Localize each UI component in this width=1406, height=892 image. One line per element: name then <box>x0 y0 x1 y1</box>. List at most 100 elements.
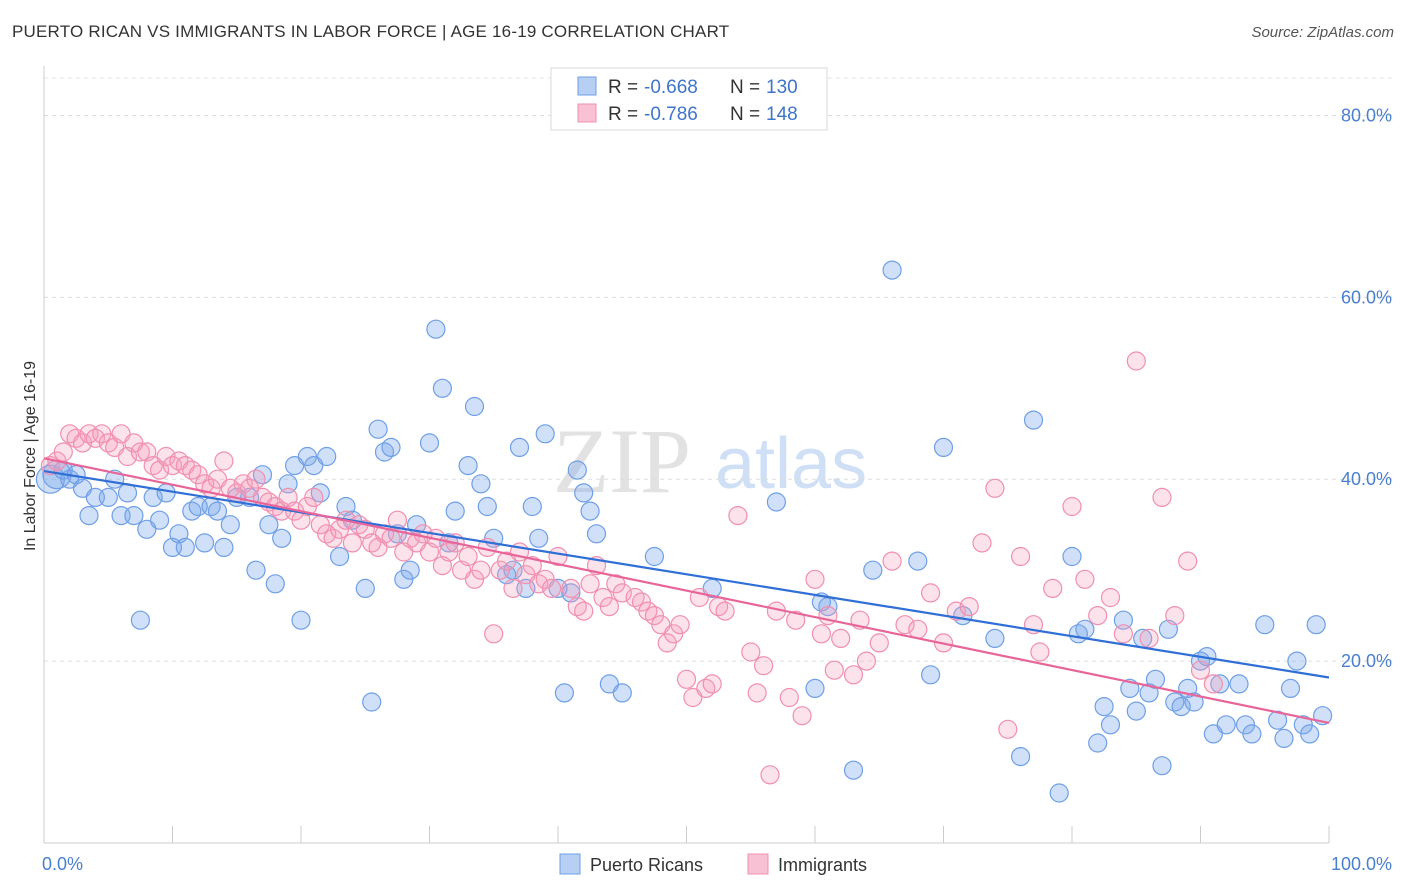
immigrant-point <box>484 624 504 644</box>
immigrant-point <box>843 665 864 685</box>
puerto-rican-point <box>272 528 292 548</box>
immigrant-point <box>1088 605 1108 626</box>
immigrant-point <box>998 719 1018 739</box>
immigrant-point <box>985 478 1005 498</box>
immigrant-point <box>1178 551 1198 571</box>
puerto-rican-point <box>175 537 195 558</box>
immigrant-point <box>715 601 735 621</box>
puerto-rican-point <box>259 515 279 535</box>
immigrant-point <box>246 469 266 489</box>
immigrant-point <box>920 583 941 603</box>
puerto-rican-point <box>426 319 446 339</box>
puerto-rican-point <box>882 260 902 280</box>
puerto-rican-point <box>1210 674 1230 694</box>
immigrant-point <box>753 656 774 676</box>
immigrant-point <box>214 451 234 471</box>
axes <box>43 66 1330 844</box>
y-tick-label-80: 80.0% <box>1341 105 1392 125</box>
puerto-rican-point <box>1113 610 1134 630</box>
puerto-rican-point <box>1267 710 1288 730</box>
immigrant-point <box>522 555 542 576</box>
puerto-rican-point <box>368 419 388 439</box>
immigrant-point <box>304 487 324 507</box>
watermark-atlas: atlas <box>715 424 867 504</box>
x-tick-label-100: 100.0% <box>1331 854 1392 874</box>
puerto-rican-point <box>908 551 928 571</box>
legend-n-value-2: 148 <box>766 104 798 125</box>
immigrant-point <box>1152 487 1172 507</box>
x-tick-labels: 0.0% 100.0% <box>42 854 1392 874</box>
puerto-rican-point <box>644 546 665 567</box>
puerto-rican-point <box>612 683 632 703</box>
immigrant-point <box>760 765 780 785</box>
puerto-rican-point <box>278 474 298 494</box>
puerto-rican-point <box>458 456 478 476</box>
puerto-rican-point <box>330 546 350 567</box>
immigrant-point <box>856 651 877 671</box>
immigrants-points <box>40 351 1224 785</box>
puerto-ricans-trend-line <box>43 469 1330 679</box>
watermark-zip: ZIP <box>553 410 691 512</box>
puerto-rican-point <box>1255 615 1275 635</box>
immigrant-point <box>1203 674 1224 694</box>
immigrant-point <box>811 624 832 644</box>
immigrant-point <box>792 706 812 726</box>
puerto-rican-point <box>214 537 234 558</box>
puerto-rican-point <box>805 678 825 699</box>
y-tick-label-20: 20.0% <box>1341 651 1392 671</box>
immigrant-point <box>882 551 902 571</box>
immigrant-point <box>728 505 748 526</box>
immigrant-point <box>779 687 799 708</box>
immigrant-point <box>1190 660 1211 680</box>
puerto-rican-point <box>1062 546 1082 567</box>
series-legend: Puerto Ricans Immigrants <box>559 853 867 875</box>
puerto-rican-point <box>1088 733 1108 753</box>
puerto-rican-point <box>843 760 864 780</box>
immigrant-point <box>130 442 150 462</box>
puerto-rican-point <box>1287 651 1307 671</box>
immigrant-point <box>1113 624 1134 644</box>
legend-r-value-2: -0.786 <box>644 104 698 125</box>
y-tick-label-40: 40.0% <box>1341 469 1392 489</box>
puerto-rican-point <box>207 501 228 521</box>
puerto-rican-point <box>1049 783 1069 803</box>
puerto-rican-point <box>246 560 266 580</box>
immigrant-point <box>895 615 915 635</box>
immigrant-point <box>574 601 594 621</box>
puerto-rican-point <box>1229 674 1249 694</box>
puerto-rican-point <box>291 610 311 630</box>
immigrant-point <box>786 610 806 630</box>
chart-source: Source: ZipAtlas.com <box>1251 24 1394 41</box>
bottom-legend-swatch-pink <box>747 853 769 875</box>
puerto-rican-point <box>195 533 215 553</box>
puerto-rican-point <box>1100 715 1121 735</box>
puerto-rican-point <box>522 496 542 517</box>
legend-r-label-2: R = <box>608 104 638 125</box>
puerto-rican-point <box>355 578 375 599</box>
immigrant-point <box>1100 587 1121 608</box>
puerto-rican-point <box>1242 724 1262 744</box>
puerto-rican-point <box>1023 410 1044 430</box>
puerto-rican-point <box>432 378 452 398</box>
puerto-rican-point <box>419 433 440 453</box>
puerto-rican-point <box>586 524 607 544</box>
legend-n-label-2: N = <box>730 104 760 125</box>
immigrant-point <box>670 615 690 635</box>
puerto-rican-point <box>1280 678 1301 699</box>
puerto-rican-point <box>400 560 420 580</box>
puerto-rican-point <box>130 610 150 630</box>
immigrant-point <box>599 596 620 617</box>
puerto-rican-point <box>574 483 594 503</box>
puerto-rican-point <box>79 505 99 526</box>
puerto-rican-point <box>117 483 138 503</box>
puerto-rican-point <box>920 665 941 685</box>
puerto-rican-point <box>580 501 600 521</box>
puerto-rican-point <box>1274 728 1294 749</box>
puerto-rican-point <box>1306 615 1326 635</box>
immigrant-point <box>1010 546 1031 567</box>
puerto-rican-point <box>1094 696 1114 717</box>
chart-title: PUERTO RICAN VS IMMIGRANTS IN LABOR FORC… <box>12 22 730 41</box>
legend-swatch-blue <box>577 76 597 96</box>
immigrant-point <box>580 574 600 594</box>
puerto-rican-point <box>150 510 170 530</box>
